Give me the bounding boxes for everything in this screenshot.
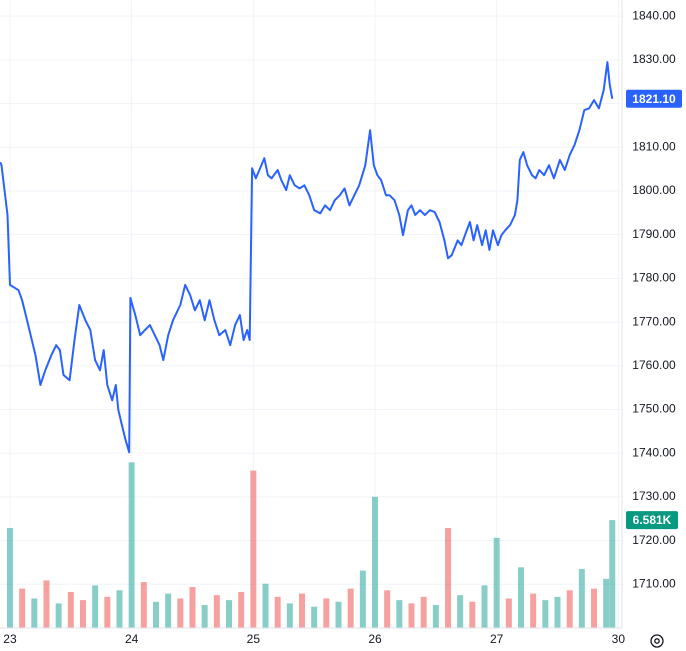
x-tick-label: 30 (612, 632, 626, 646)
volume-bar (43, 580, 50, 628)
volume-bar (603, 578, 610, 628)
volume-bar (311, 606, 318, 628)
y-tick-label: 1710.00 (632, 576, 676, 590)
volume-bar (609, 520, 616, 628)
y-tick-label: 1800.00 (632, 183, 676, 197)
volume-bar (481, 585, 488, 628)
y-tick-label: 1830.00 (632, 52, 676, 66)
gear-outer (650, 634, 664, 648)
volume-bar (372, 496, 379, 628)
volume-bar (323, 598, 330, 628)
gear-inner (654, 638, 660, 644)
y-tick-label: 1740.00 (632, 445, 676, 459)
price-line (0, 61, 614, 454)
volume-bar (238, 591, 245, 628)
volume-bar (31, 598, 38, 628)
price-marker-box (626, 89, 682, 108)
volume-bar (177, 598, 184, 628)
volume-bar (104, 596, 111, 628)
volume-bar (408, 603, 415, 628)
volume-bar (445, 527, 452, 628)
volume-bar (298, 593, 305, 628)
y-tick-label: 1840.00 (632, 8, 676, 22)
volume-bar (530, 593, 537, 628)
volume-bar (152, 601, 159, 628)
price-marker-label: 1821.10 (632, 92, 676, 106)
x-tick-label: 25 (247, 632, 261, 646)
volume-bar (384, 590, 391, 628)
y-tick-label: 1730.00 (632, 489, 676, 503)
volume-bar (591, 588, 598, 628)
y-tick-label: 1790.00 (632, 227, 676, 241)
volume-bar (457, 595, 464, 628)
volume-bar (420, 596, 427, 628)
volume-bar (92, 585, 99, 628)
volume-bar (493, 537, 500, 628)
x-tick-label: 26 (368, 632, 382, 646)
volume-bar (335, 601, 342, 628)
y-tick-label: 1770.00 (632, 314, 676, 328)
settings-button[interactable] (650, 634, 664, 648)
volume-bar (165, 593, 172, 628)
volume-bar (359, 570, 366, 628)
volume-marker-box (626, 511, 678, 530)
volume-bar (347, 588, 354, 628)
x-tick-label: 23 (3, 632, 17, 646)
grid (0, 0, 622, 628)
axes: 1710.00 1720.00 1730.00 1740.00 1750.00 1760.… (3, 8, 682, 646)
volume-bar (250, 470, 257, 628)
y-tick-label: 1720.00 (632, 533, 676, 547)
volume-bar (542, 600, 549, 628)
volume-bar (505, 598, 512, 628)
volume-bar (286, 603, 293, 628)
volume-bar (274, 596, 281, 628)
volume-bar (396, 600, 403, 628)
volume-bar (128, 462, 135, 628)
volume-bar (566, 590, 573, 628)
volume-layer (6, 462, 616, 628)
price-layer (0, 61, 614, 454)
volume-bar (201, 605, 208, 628)
volume-bar (578, 568, 585, 628)
volume-bar (469, 601, 476, 628)
volume-bar (140, 582, 147, 628)
volume-bar (518, 567, 525, 628)
volume-bar (19, 588, 26, 628)
volume-bar (554, 596, 561, 628)
volume-marker-label: 6.581K (633, 513, 672, 527)
volume-bar (67, 591, 74, 628)
volume-bar (55, 603, 62, 628)
x-tick-label: 24 (125, 632, 139, 646)
volume-bar (6, 527, 13, 628)
volume-bar (225, 600, 232, 628)
y-tick-label: 1750.00 (632, 402, 676, 416)
y-tick-label: 1780.00 (632, 271, 676, 285)
volume-bar (189, 587, 196, 628)
x-tick-label: 27 (490, 632, 504, 646)
volume-bar (262, 583, 269, 628)
y-tick-label: 1760.00 (632, 358, 676, 372)
volume-bar (213, 595, 220, 628)
y-tick-label: 1810.00 (632, 139, 676, 153)
volume-bar (79, 600, 86, 628)
volume-bar (432, 605, 439, 628)
volume-bar (116, 590, 123, 628)
